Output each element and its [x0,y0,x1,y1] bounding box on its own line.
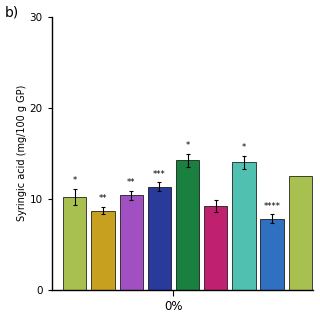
Text: *: * [242,143,246,152]
Bar [232,162,256,290]
Text: ***: *** [153,170,166,179]
Bar [289,176,312,290]
Text: ****: **** [264,202,281,211]
Text: **: ** [127,178,135,187]
Bar [120,195,143,290]
Y-axis label: Syringic acid (mg/100 g GP): Syringic acid (mg/100 g GP) [17,85,27,221]
Bar [176,161,199,290]
Text: b): b) [4,6,19,20]
Bar [63,197,86,290]
Bar [260,219,284,290]
Text: *: * [73,176,77,185]
Bar [148,187,171,290]
Bar [204,206,227,290]
Text: *: * [185,141,190,150]
Bar [92,211,115,290]
Text: **: ** [99,194,107,203]
